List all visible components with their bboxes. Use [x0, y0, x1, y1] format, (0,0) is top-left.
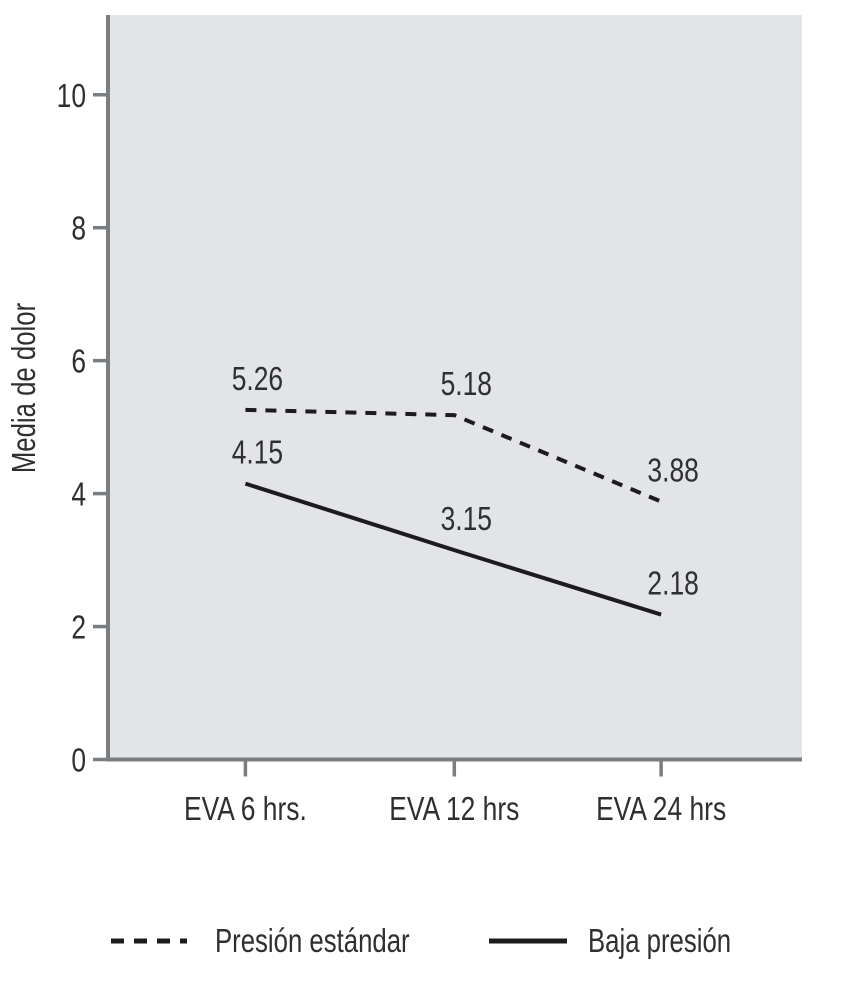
y-tick-label: 6 — [71, 344, 86, 380]
point-label-series-0: 5.18 — [441, 366, 492, 402]
legend-label-baja-presion: Baja presión — [588, 922, 732, 959]
y-axis-title: Media de dolor — [5, 302, 42, 474]
point-label-series-1: 2.18 — [647, 566, 698, 602]
y-tick-label: 0 — [71, 743, 86, 779]
series-line-1 — [244, 481, 662, 617]
legend-item-presion-estandar: Presión estándar — [111, 922, 464, 959]
x-tick-label: EVA 24 hrs — [596, 791, 726, 827]
y-tick-label: 4 — [71, 477, 86, 513]
y-tick-label: 2 — [71, 610, 86, 646]
y-tick-label: 10 — [57, 78, 86, 114]
plot-background — [108, 15, 802, 760]
legend-label-presion-estandar: Presión estándar — [215, 922, 410, 959]
x-tick-label: EVA 6 hrs. — [184, 791, 307, 827]
y-tick-label: 8 — [71, 211, 86, 247]
point-label-series-1: 3.15 — [441, 501, 492, 537]
chart-canvas: 0 2 4 6 8 10 EVA 6 hrs. EVA 12 hrs EVA 24 hrs 5.2… — [57, 15, 802, 828]
solid-line-sample — [489, 938, 567, 944]
point-label-series-1: 4.15 — [232, 435, 283, 471]
point-label-series-0: 5.26 — [232, 361, 283, 397]
dashed-line-sample — [111, 938, 187, 944]
legend-item-baja-presion: Baja presión — [489, 922, 771, 959]
x-tick-label: EVA 12 hrs — [389, 791, 519, 827]
point-label-series-0: 3.88 — [647, 453, 698, 489]
series-line-0 — [245, 407, 662, 504]
